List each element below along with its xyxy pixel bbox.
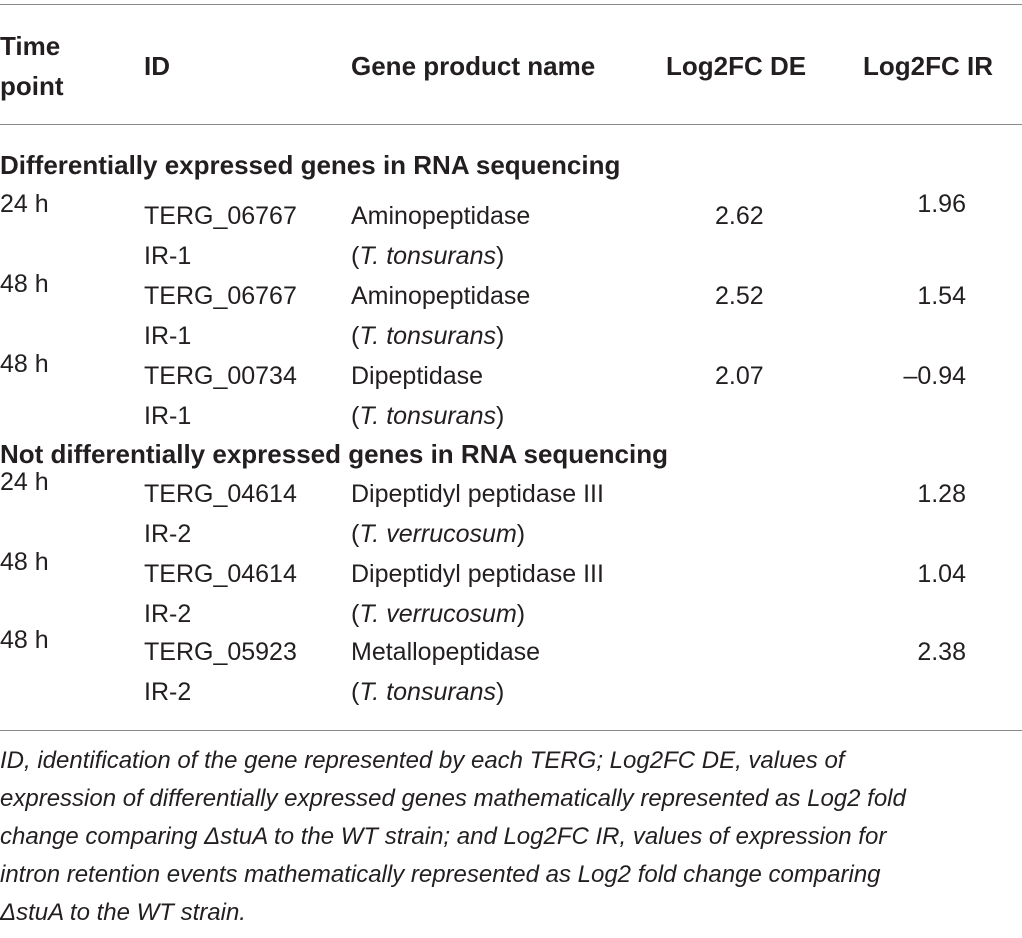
header-id: ID: [144, 51, 170, 81]
section-title-differentially-expressed: Differentially expressed genes in RNA se…: [0, 150, 621, 180]
log2fc-de-cell: 2.07: [715, 362, 764, 390]
species-name: T. tonsurans: [359, 678, 496, 706]
footnote-line: change comparing ΔstuA to the WT strain;…: [0, 823, 887, 850]
time-point-cell: 48 h: [0, 270, 49, 298]
gene-product-cell: Metallopeptidase (T. tonsurans): [351, 632, 661, 712]
intron-retention-id: IR-1: [144, 242, 192, 270]
intron-retention-id: IR-1: [144, 322, 192, 350]
species-line: (T. tonsurans): [351, 672, 661, 712]
intron-retention-id: IR-2: [144, 600, 192, 628]
log2fc-ir-cell: 1.54: [917, 282, 966, 310]
table-row: 24 h TERG_04614 IR-2 Dipeptidyl peptidas…: [0, 468, 1022, 554]
paren-open: (: [351, 402, 360, 430]
gene-id: TERG_04614: [144, 480, 297, 508]
header-rule: [0, 124, 1022, 125]
species-line: (T. verrucosum): [351, 514, 661, 554]
id-cell: TERG_06767 IR-1: [144, 276, 344, 356]
paren-close: ): [516, 600, 526, 628]
time-point-cell: 48 h: [0, 626, 49, 654]
gene-product-cell: Aminopeptidase (T. tonsurans): [351, 196, 661, 276]
paren-close: ): [496, 242, 505, 270]
time-point-cell: 48 h: [0, 548, 49, 576]
paren-close: ): [516, 520, 526, 548]
id-cell: TERG_00734 IR-1: [144, 356, 344, 436]
species-name: T. verrucosum: [359, 520, 517, 548]
species-name: T. tonsurans: [359, 322, 496, 350]
log2fc-ir-cell: 2.38: [917, 638, 966, 666]
gene-product-name: Dipeptidase: [351, 362, 484, 390]
gene-product-name: Dipeptidyl peptidase III: [351, 480, 604, 508]
paren-open: (: [351, 600, 360, 628]
log2fc-ir-cell: –0.94: [903, 362, 966, 390]
gene-product-name: Metallopeptidase: [351, 638, 541, 666]
footnote-line: ID, identification of the gene represent…: [0, 747, 845, 774]
intron-retention-id: IR-2: [144, 520, 192, 548]
gene-product-cell: Dipeptidyl peptidase III (T. verrucosum): [351, 474, 661, 554]
species-line: (T. tonsurans): [351, 316, 661, 356]
header-log2fc-de: Log2FC DE: [666, 51, 807, 81]
id-cell: TERG_06767 IR-1: [144, 196, 344, 276]
footnote-line: ΔstuA to the WT strain.: [0, 899, 246, 926]
intron-retention-id: IR-2: [144, 678, 192, 706]
header-time-line2: point: [0, 71, 64, 101]
gene-product-name: Aminopeptidase: [351, 282, 531, 310]
header-log2fc-ir: Log2FC IR: [863, 51, 993, 81]
log2fc-ir-cell: 1.28: [917, 480, 966, 508]
gene-product-cell: Dipeptidase (T. tonsurans): [351, 356, 661, 436]
paren-close: ): [496, 402, 505, 430]
table-row: 24 h TERG_06767 IR-1 Aminopeptidase (T. …: [0, 190, 1022, 276]
log2fc-de-cell: 2.52: [715, 282, 764, 310]
gene-product-cell: Dipeptidyl peptidase III (T. verrucosum): [351, 554, 661, 634]
gene-id: TERG_06767: [144, 282, 297, 310]
species-line: (T. verrucosum): [351, 594, 661, 634]
gene-id: TERG_05923: [144, 638, 297, 666]
section-title-not-differentially-expressed: Not differentially expressed genes in RN…: [0, 439, 668, 469]
log2fc-de-cell: 2.62: [715, 202, 764, 230]
intron-retention-id: IR-1: [144, 402, 192, 430]
table-row: 48 h TERG_00734 IR-1 Dipeptidase (T. ton…: [0, 350, 1022, 436]
footnote-line: intron retention events mathematically r…: [0, 861, 881, 888]
paren-open: (: [351, 520, 360, 548]
id-cell: TERG_04614 IR-2: [144, 554, 344, 634]
paren-close: ): [496, 322, 505, 350]
gene-id: TERG_00734: [144, 362, 297, 390]
gene-product-name: Aminopeptidase: [351, 202, 531, 230]
table-row: 48 h TERG_06767 IR-1 Aminopeptidase (T. …: [0, 270, 1022, 356]
species-name: T. tonsurans: [359, 402, 496, 430]
paren-close: ): [496, 678, 505, 706]
table-footnote: ID, identification of the gene represent…: [0, 742, 1000, 932]
bottom-rule: [0, 730, 1022, 731]
paren-open: (: [351, 242, 360, 270]
table-row: 48 h TERG_05923 IR-2 Metallopeptidase (T…: [0, 626, 1022, 712]
gene-product-name: Dipeptidyl peptidase III: [351, 560, 604, 588]
gene-product-cell: Aminopeptidase (T. tonsurans): [351, 276, 661, 356]
gene-id: TERG_06767: [144, 202, 297, 230]
header-gene-product-name: Gene product name: [351, 51, 596, 81]
species-name: T. tonsurans: [359, 242, 496, 270]
id-cell: TERG_04614 IR-2: [144, 474, 344, 554]
log2fc-ir-cell: 1.96: [917, 190, 966, 218]
log2fc-ir-cell: 1.04: [917, 560, 966, 588]
time-point-cell: 24 h: [0, 468, 49, 496]
footnote-line: expression of differentially expressed g…: [0, 785, 906, 812]
time-point-cell: 48 h: [0, 350, 49, 378]
table-row: 48 h TERG_04614 IR-2 Dipeptidyl peptidas…: [0, 548, 1022, 634]
id-cell: TERG_05923 IR-2: [144, 632, 344, 712]
gene-id: TERG_04614: [144, 560, 297, 588]
header-time-point: Time point: [0, 26, 110, 106]
species-line: (T. tonsurans): [351, 396, 661, 436]
time-point-cell: 24 h: [0, 190, 49, 218]
species-line: (T. tonsurans): [351, 236, 661, 276]
paren-open: (: [351, 678, 360, 706]
header-time-line1: Time: [0, 31, 61, 61]
species-name: T. verrucosum: [359, 600, 517, 628]
top-rule: [0, 4, 1022, 5]
paren-open: (: [351, 322, 360, 350]
